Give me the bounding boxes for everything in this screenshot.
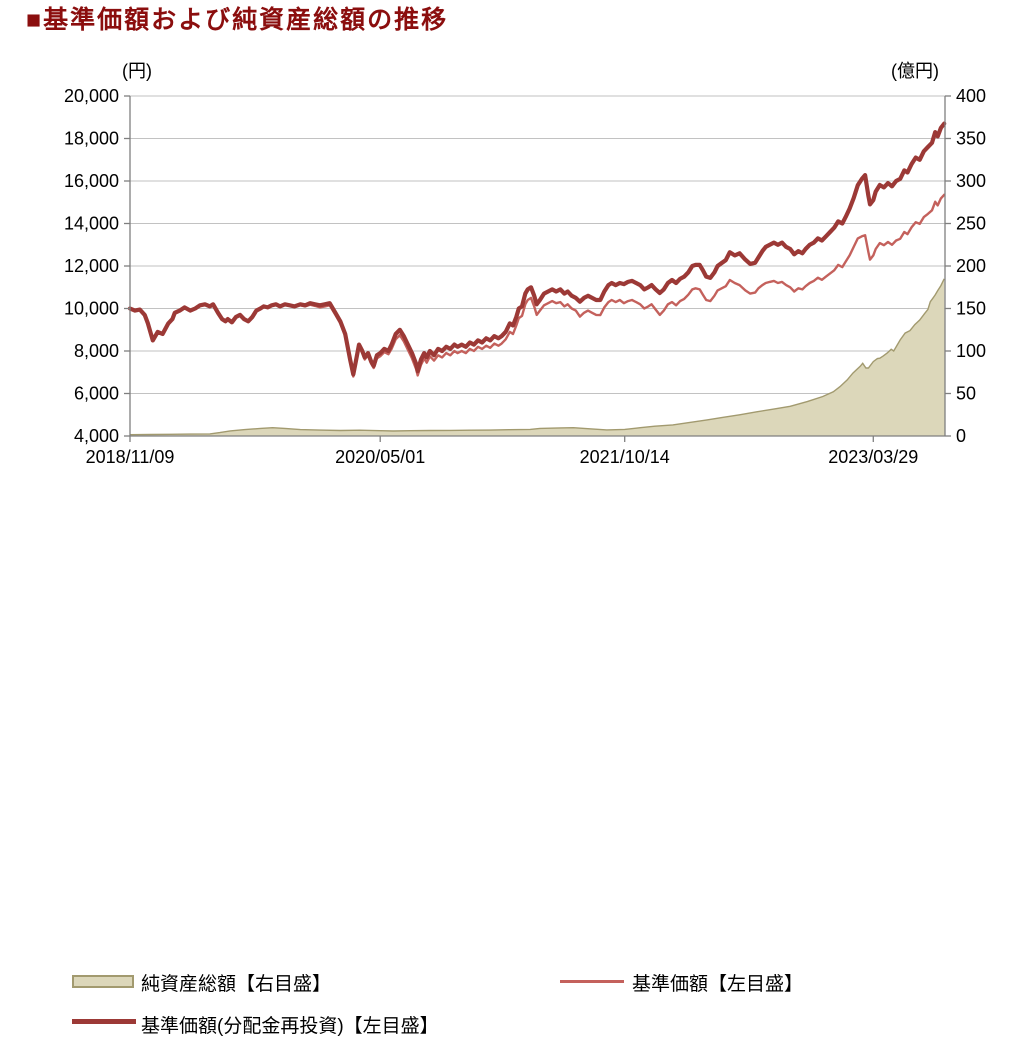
legend-label-nav-reinvested: 基準価額(分配金再投資)【左目盛】 — [141, 1016, 439, 1037]
series-line-nav-reinvested — [127, 121, 947, 377]
right-axis-tick-label: 0 — [956, 426, 966, 446]
series-area-edge-net-assets — [129, 278, 945, 436]
left-axis-tick-label: 20,000 — [64, 86, 119, 106]
fund-performance-chart-page: ■基準価額および純資産総額の推移 (円) (億円) 4,000 6,000 8,00… — [0, 6, 1024, 1037]
right-axis-tick-label: 250 — [956, 214, 986, 234]
left-axis-tick-label: 12,000 — [64, 256, 119, 276]
legend-label-net-assets: 純資産総額【右目盛】 — [141, 974, 332, 995]
legend-label-nav: 基準価額【左目盛】 — [632, 974, 804, 995]
page-title: ■基準価額および純資産総額の推移 — [26, 6, 449, 34]
right-axis-tick-label: 400 — [956, 86, 986, 106]
left-axis-tick-label: 16,000 — [64, 171, 119, 191]
left-axis-tick-label: 8,000 — [74, 341, 119, 361]
legend-swatch-line-thick — [72, 1019, 136, 1024]
left-axis-tick-label: 6,000 — [74, 384, 119, 404]
x-axis-tick-label: 2021/10/14 — [580, 447, 670, 467]
left-axis-tick-label: 18,000 — [64, 129, 119, 149]
right-axis-tick-label: 300 — [956, 171, 986, 191]
x-axis-tick-label: 2020/05/01 — [335, 447, 425, 467]
left-axis-tick-label: 4,000 — [74, 426, 119, 446]
right-axis-tick-label: 350 — [956, 129, 986, 149]
x-axis-tick-label: 2018/11/09 — [86, 447, 175, 467]
chart-svg: 4,000 6,000 8,000 10,000 12,000 14,000 16,000 1… — [64, 86, 986, 467]
legend-swatch-area — [72, 975, 134, 988]
right-axis-tick-label: 50 — [956, 384, 976, 404]
legend-swatch-line-thin — [560, 980, 624, 983]
right-axis-tick-label: 150 — [956, 299, 986, 319]
series-line-nav — [128, 193, 946, 378]
x-axis-tick-label: 2023/03/29 — [828, 447, 918, 467]
legend: 純資産総額【右目盛】 基準価額【左目盛】 基準価額(分配金再投資)【左目盛】 — [0, 478, 1024, 1037]
left-axis-unit-label: (円) — [122, 61, 152, 81]
right-axis-tick-label: 200 — [956, 256, 986, 276]
right-axis-unit-label: (億円) — [891, 61, 939, 81]
right-axis-tick-label: 100 — [956, 341, 986, 361]
left-axis-tick-label: 14,000 — [64, 214, 119, 234]
left-axis-tick-label: 10,000 — [64, 299, 119, 319]
series-area-net-assets — [130, 278, 945, 436]
